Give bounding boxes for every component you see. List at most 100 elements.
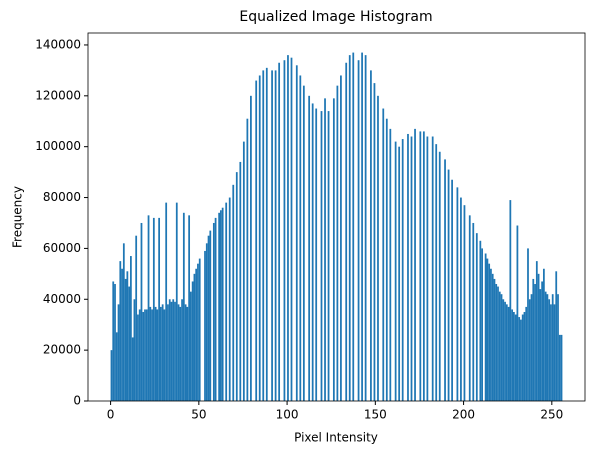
bar xyxy=(516,225,519,401)
bar xyxy=(373,83,376,402)
bar xyxy=(544,291,547,401)
bar xyxy=(255,80,258,401)
bar xyxy=(160,306,162,401)
y-tick-label: 120000 xyxy=(35,88,81,102)
bar xyxy=(340,75,342,402)
bar xyxy=(426,136,429,402)
bar xyxy=(555,271,558,401)
bar xyxy=(484,253,487,401)
bar xyxy=(490,268,492,401)
y-axis-label: Frequency xyxy=(11,186,25,248)
y-tick-label: 0 xyxy=(73,394,81,408)
bar xyxy=(414,128,416,402)
bar xyxy=(130,256,132,401)
bar xyxy=(511,309,513,401)
bar xyxy=(302,85,305,401)
bar xyxy=(112,281,115,401)
bar xyxy=(447,169,450,401)
bar xyxy=(278,62,281,401)
bar xyxy=(138,309,141,401)
bar xyxy=(177,304,180,401)
bar xyxy=(214,217,217,401)
bar xyxy=(505,304,508,401)
y-tick-label: 40000 xyxy=(43,292,81,306)
bar xyxy=(140,222,143,401)
bar xyxy=(468,215,471,401)
x-tick-label: 0 xyxy=(107,408,115,422)
bar xyxy=(299,75,302,402)
bar xyxy=(124,278,127,401)
bar xyxy=(151,309,153,401)
bar xyxy=(553,304,556,401)
bar xyxy=(488,263,491,401)
bar xyxy=(532,278,535,401)
bar xyxy=(419,131,422,401)
bar xyxy=(525,306,528,401)
x-tick-label: 100 xyxy=(276,408,299,422)
bar xyxy=(479,240,482,401)
bar xyxy=(198,258,201,401)
bar xyxy=(170,301,173,401)
bar xyxy=(548,299,551,401)
bar xyxy=(190,291,192,401)
bar xyxy=(204,250,206,401)
bar xyxy=(239,161,242,401)
bar xyxy=(497,286,499,401)
bar xyxy=(475,233,478,401)
bar xyxy=(498,291,501,401)
bar xyxy=(175,202,178,401)
bar xyxy=(557,294,559,401)
bar xyxy=(142,311,145,401)
bar xyxy=(207,235,210,401)
bar xyxy=(431,136,434,402)
bar xyxy=(308,95,311,401)
bar xyxy=(154,306,157,401)
bar xyxy=(332,98,335,402)
x-tick-label: 50 xyxy=(191,408,206,422)
bar xyxy=(212,222,215,401)
bar xyxy=(463,205,466,401)
bar xyxy=(410,136,413,402)
bar xyxy=(444,159,446,401)
bar xyxy=(188,215,191,401)
bar xyxy=(512,311,515,401)
bar xyxy=(274,70,277,401)
bar xyxy=(145,309,148,401)
bar xyxy=(451,179,453,401)
bar xyxy=(221,207,224,401)
bar xyxy=(283,60,286,402)
bar xyxy=(265,67,268,402)
bar xyxy=(382,108,385,401)
bar xyxy=(242,141,245,401)
bar xyxy=(218,212,221,401)
bar xyxy=(493,278,496,401)
bar xyxy=(114,284,116,401)
bar xyxy=(195,268,198,401)
bar xyxy=(495,284,498,401)
bar xyxy=(521,314,524,401)
bar xyxy=(389,128,392,402)
bar xyxy=(235,172,238,401)
bar xyxy=(168,299,171,401)
bar xyxy=(357,60,360,402)
bar xyxy=(110,350,113,401)
x-tick-label: 150 xyxy=(364,408,387,422)
bar xyxy=(250,95,252,401)
bar xyxy=(205,243,208,401)
bar xyxy=(509,200,512,401)
bar xyxy=(348,55,351,401)
bar xyxy=(486,258,489,401)
bar xyxy=(193,273,196,401)
bar xyxy=(364,55,367,401)
bar xyxy=(121,268,123,401)
bar xyxy=(527,248,529,401)
bar xyxy=(184,304,187,401)
bar xyxy=(179,306,182,401)
y-tick-label: 20000 xyxy=(43,343,81,357)
bar xyxy=(163,309,166,401)
bar xyxy=(228,197,231,401)
bar xyxy=(165,202,168,401)
bar xyxy=(126,271,129,401)
bar xyxy=(327,111,330,401)
bar xyxy=(550,304,552,401)
